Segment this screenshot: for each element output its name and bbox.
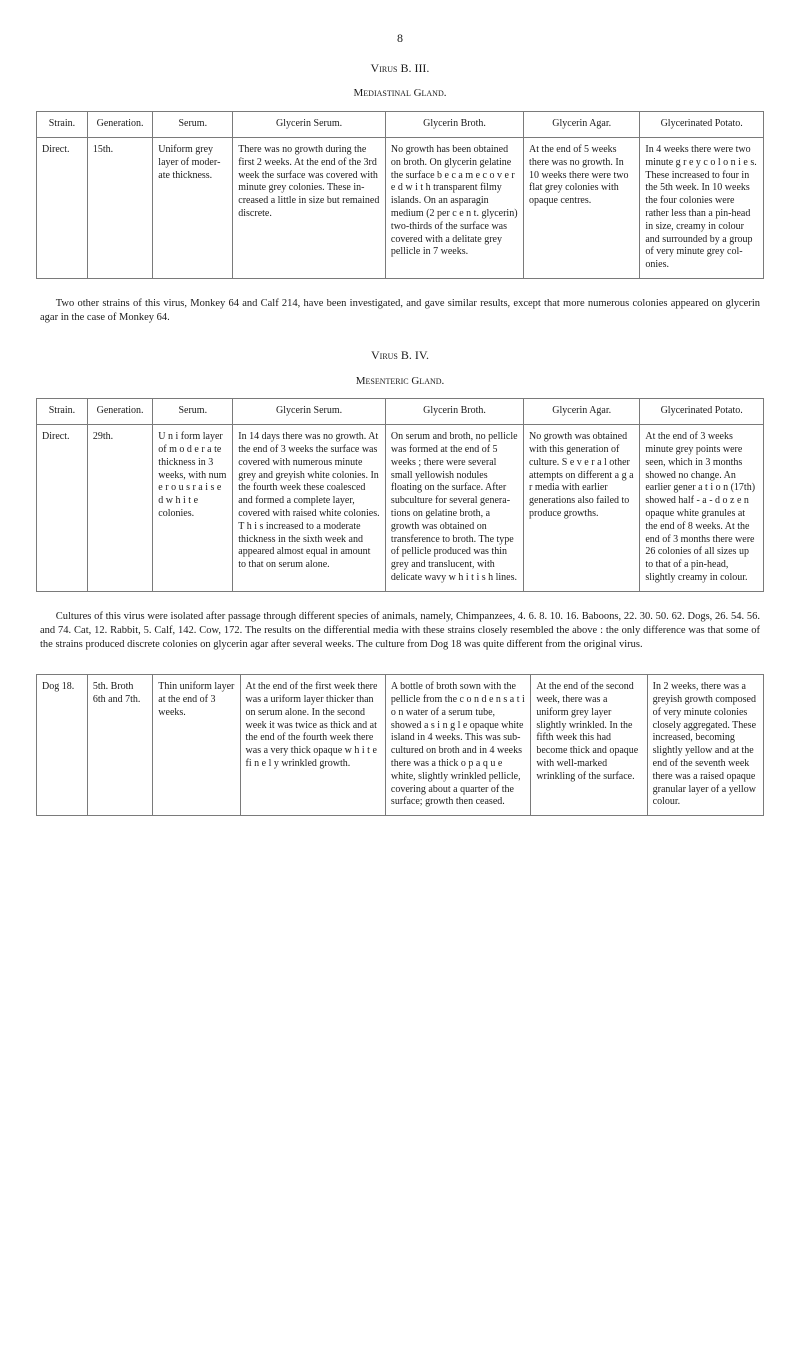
cell-glycerin-agar: At the end of 5 weeks there was no growt… xyxy=(524,138,640,279)
cell-glycerin-broth: No growth has been obtained on broth. On… xyxy=(385,138,523,279)
th-glycerinated-potato: Glycerinated Potato. xyxy=(640,399,764,425)
cell-generation: 15th. xyxy=(87,138,152,279)
cell-strain: Dog 18. xyxy=(37,675,88,816)
cell-glycerin-agar: No growth was obtained with this generat… xyxy=(524,425,640,592)
table-section-3: Dog 18. 5th. Broth 6th and 7th. Thin uni… xyxy=(36,674,764,816)
th-glycerin-serum: Glycerin Serum. xyxy=(233,112,386,138)
th-glycerin-broth: Glycerin Broth. xyxy=(385,112,523,138)
section-1-footer-para: Two other strains of this virus, Monkey … xyxy=(40,297,760,325)
cell-serum: U n i form layer of m o d e r a te thick… xyxy=(153,425,233,592)
cell-c1: At the end of the first week there was a… xyxy=(240,675,385,816)
cell-glycerin-serum: In 14 days there was no growth. At the e… xyxy=(233,425,386,592)
th-serum: Serum. xyxy=(153,112,233,138)
th-glycerin-agar: Glycerin Agar. xyxy=(524,112,640,138)
th-serum: Serum. xyxy=(153,399,233,425)
cell-glycerin-broth: On serum and broth, no pellicle was form… xyxy=(385,425,523,592)
cell-c4: In 2 weeks, there was a greyish growth c… xyxy=(647,675,763,816)
table-header-row: Strain. Generation. Serum. Glycerin Seru… xyxy=(37,112,764,138)
table-row: Direct. 15th. Uniform grey layer of mode… xyxy=(37,138,764,279)
gland-title-1: Mediastinal Gland. xyxy=(36,86,764,101)
cell-c3: At the end of the second week, there was… xyxy=(531,675,647,816)
th-strain: Strain. xyxy=(37,112,88,138)
table-header-row: Strain. Generation. Serum. Glycerin Seru… xyxy=(37,399,764,425)
page-number: 8 xyxy=(36,30,764,46)
virus-title-2: Virus B. IV. xyxy=(36,347,764,363)
virus-title-1: Virus B. III. xyxy=(36,60,764,76)
th-glycerin-broth: Glycerin Broth. xyxy=(385,399,523,425)
table-row: Dog 18. 5th. Broth 6th and 7th. Thin uni… xyxy=(37,675,764,816)
cell-strain: Direct. xyxy=(37,425,88,592)
cell-glycerinated-potato: At the end of 3 weeks minute grey points… xyxy=(640,425,764,592)
cell-strain: Direct. xyxy=(37,138,88,279)
cell-generation: 29th. xyxy=(87,425,152,592)
th-generation: Generation. xyxy=(87,399,152,425)
section-2-footer-para: Cultures of this virus were isolated aft… xyxy=(40,610,760,653)
cell-glycerin-serum: There was no growth during the first 2 w… xyxy=(233,138,386,279)
cell-generation: 5th. Broth 6th and 7th. xyxy=(87,675,152,816)
table-row: Direct. 29th. U n i form layer of m o d … xyxy=(37,425,764,592)
cell-c2: A bottle of broth sown with the pellicle… xyxy=(385,675,530,816)
table-section-2: Strain. Generation. Serum. Glycerin Seru… xyxy=(36,398,764,591)
th-generation: Generation. xyxy=(87,112,152,138)
cell-serum: Thin uni­form layer at the end of 3 week… xyxy=(153,675,240,816)
table-section-1: Strain. Generation. Serum. Glycerin Seru… xyxy=(36,111,764,279)
th-glycerinated-potato: Glycerinated Potato. xyxy=(640,112,764,138)
cell-serum: Uniform grey layer of moder­ate thick­ne… xyxy=(153,138,233,279)
gland-title-2: Mesenteric Gland. xyxy=(36,374,764,389)
th-glycerin-serum: Glycerin Serum. xyxy=(233,399,386,425)
th-strain: Strain. xyxy=(37,399,88,425)
th-glycerin-agar: Glycerin Agar. xyxy=(524,399,640,425)
cell-glycerinated-potato: In 4 weeks there were two minute g r e y… xyxy=(640,138,764,279)
